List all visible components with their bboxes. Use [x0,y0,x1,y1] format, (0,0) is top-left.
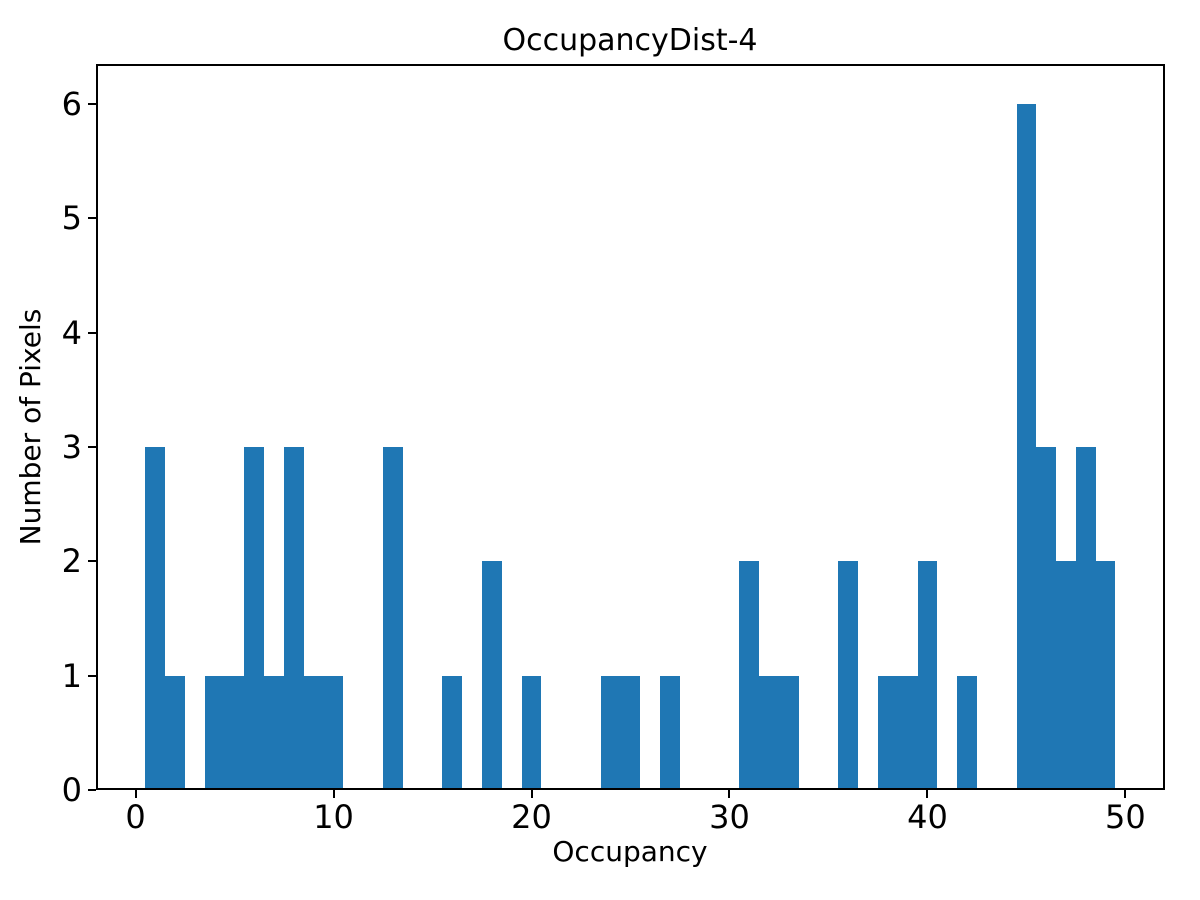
x-tick-mark [728,790,731,798]
x-tick-label: 30 [709,798,750,836]
x-tick-label: 40 [907,798,948,836]
histogram-bar [917,561,938,790]
histogram-bar [877,675,898,790]
x-tick-mark [1124,790,1127,798]
y-tick-mark [88,789,96,791]
histogram-bar [600,675,621,790]
y-tick-label: 4 [61,313,82,352]
histogram-bar [482,561,502,790]
histogram-bar [957,675,977,790]
x-tick-label: 20 [511,798,552,836]
histogram-bar [284,447,304,790]
y-tick-label: 0 [61,771,82,809]
y-tick-mark [88,331,96,334]
x-tick-mark [134,790,137,798]
x-axis-label: Occupancy [552,835,708,868]
y-tick-label: 1 [61,656,82,695]
x-tick-label: 0 [125,798,146,836]
y-tick-label: 6 [61,85,82,124]
y-tick-mark [88,674,96,677]
histogram-bar [165,675,186,790]
histogram-bar [303,675,324,790]
y-tick-label: 2 [61,542,82,581]
histogram-bar [1056,561,1076,790]
chart-title: OccupancyDist-4 [502,23,758,58]
y-tick-mark [88,560,96,563]
histogram-bar [838,561,859,790]
histogram-bar [660,675,680,790]
histogram-bar [1075,447,1096,790]
y-tick-mark [88,217,96,220]
histogram-bar [620,675,641,790]
x-tick-mark [332,790,335,798]
x-tick-label: 10 [313,798,354,836]
histogram-bar [1016,104,1037,790]
y-tick-label: 5 [61,199,82,238]
histogram-bar [897,675,918,790]
histogram-bar [323,675,344,790]
x-tick-mark [926,790,929,798]
histogram-bar [383,447,403,790]
y-tick-label: 3 [61,428,82,466]
histogram-bar [244,447,265,790]
histogram-bar [759,675,779,790]
x-tick-mark [530,790,533,798]
histogram-bar [264,675,285,790]
histogram-bar [442,675,463,790]
y-axis-label: Number of Pixels [14,308,47,546]
histogram-bar [1036,447,1057,790]
x-tick-label: 50 [1105,798,1146,836]
y-tick-mark [88,446,96,448]
y-tick-mark [88,103,96,106]
histogram-bar [1095,561,1116,790]
plot-area [96,64,1165,790]
histogram-bar [778,675,799,790]
histogram-bar [204,675,225,790]
histogram-bar [224,675,245,790]
histogram-bar [521,675,542,790]
histogram-bar [145,447,166,790]
histogram-bar [739,561,760,790]
